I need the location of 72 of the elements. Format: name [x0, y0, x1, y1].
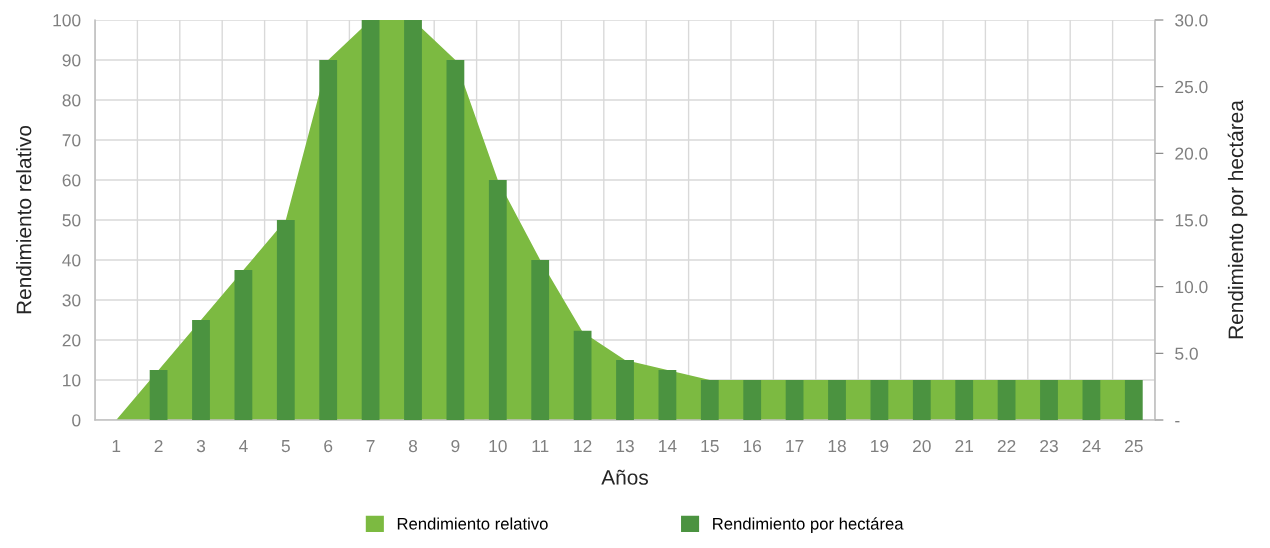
bar	[531, 260, 550, 420]
y2-tick-label: 5.0	[1175, 347, 1198, 360]
bar	[912, 380, 931, 420]
x-tick-label: 7	[366, 440, 375, 453]
bar	[319, 60, 338, 420]
y-tick-label: 30	[62, 294, 81, 307]
x-tick-label: 14	[659, 440, 677, 453]
bar	[658, 370, 677, 420]
x-tick-label: 3	[196, 439, 206, 453]
bar	[1124, 380, 1143, 420]
bar	[149, 370, 168, 420]
bar	[276, 220, 295, 420]
x-tick-label: 6	[324, 439, 333, 453]
y2-tick-label: 30.0	[1175, 14, 1208, 27]
x-tick-label: 19	[871, 439, 889, 453]
bar	[1040, 380, 1058, 420]
bar	[743, 380, 762, 420]
x-tick-label: 12	[574, 439, 592, 453]
legend-label: Rendimiento por hectárea	[713, 517, 904, 533]
bar	[955, 380, 974, 420]
y-tick-label: 100	[53, 14, 81, 27]
x-tick-label: 1	[112, 440, 121, 453]
y-tick-label: 90	[62, 54, 81, 67]
y-tick-label: 0	[72, 414, 81, 427]
y-tick-label: 40	[62, 254, 81, 267]
bar	[828, 380, 846, 420]
x-tick-label: 4	[238, 440, 248, 453]
x-axis-title: Años	[601, 469, 648, 485]
bar	[700, 380, 719, 420]
y-tick-label: 70	[62, 134, 81, 147]
x-tick-label: 24	[1082, 439, 1101, 453]
y2-tick-label: -	[1175, 421, 1180, 423]
x-tick-label: 20	[913, 439, 931, 453]
x-tick-label: 13	[616, 439, 634, 453]
y2-axis-title: Rendimiento por hectárea	[1227, 100, 1248, 339]
x-tick-label: 8	[408, 439, 418, 453]
x-tick-label: 11	[532, 440, 549, 453]
x-tick-label: 22	[997, 439, 1016, 453]
y-tick-label: 50	[62, 214, 81, 227]
bar	[192, 320, 210, 420]
x-tick-label: 5	[281, 440, 290, 453]
y-tick-label: 60	[62, 174, 81, 187]
x-tick-label: 9	[451, 439, 460, 453]
bar	[870, 380, 889, 420]
y-axis-title: Rendimiento relativo	[16, 125, 32, 314]
x-tick-label: 17	[786, 440, 804, 453]
y-tick-label: 10	[63, 374, 81, 387]
x-tick-label: 25	[1125, 439, 1143, 453]
legend-label: Rendimiento relativo	[397, 517, 548, 530]
bar	[997, 380, 1016, 420]
y-tick-label: 80	[62, 94, 81, 107]
x-tick-label: 2	[154, 439, 163, 453]
x-tick-label: 21	[955, 439, 974, 453]
y2-tick-label: 15.0	[1175, 214, 1208, 227]
y2-tick-label: 25.0	[1175, 80, 1208, 94]
x-tick-label: 18	[828, 439, 846, 453]
bar	[616, 360, 634, 420]
bar	[488, 180, 507, 420]
x-tick-label: 23	[1040, 439, 1058, 453]
x-tick-label: 15	[701, 440, 719, 453]
x-tick-label: 10	[489, 439, 507, 453]
y-tick-label: 20	[62, 334, 81, 347]
bar	[404, 20, 422, 420]
y2-tick-label: 10.0	[1175, 280, 1208, 294]
y2-tick-label: 20.0	[1175, 147, 1208, 160]
bar	[785, 380, 804, 420]
x-tick-label: 16	[743, 439, 762, 453]
bar	[234, 270, 253, 420]
bar	[573, 330, 592, 420]
bar	[1082, 380, 1101, 420]
bar	[446, 60, 465, 420]
bar	[361, 20, 380, 420]
